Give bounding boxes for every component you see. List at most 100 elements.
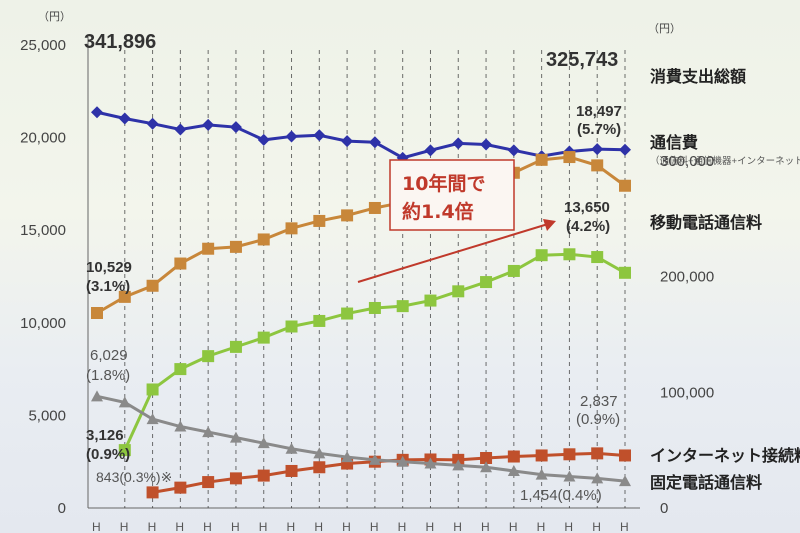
- data-point: [146, 413, 159, 425]
- annotation: (3.1%): [86, 278, 130, 295]
- data-point: [591, 159, 604, 172]
- x-tick-label: H: [537, 520, 546, 533]
- data-point: [368, 136, 381, 149]
- x-tick-label: H: [620, 520, 629, 533]
- data-point: [480, 451, 493, 464]
- x-tick-label: H: [203, 520, 212, 533]
- data-point: [480, 276, 493, 289]
- data-point: [591, 447, 604, 460]
- data-point: [563, 448, 576, 461]
- x-tick-label: H: [314, 520, 323, 533]
- data-point: [202, 118, 215, 131]
- data-point: [285, 464, 298, 477]
- data-point: [257, 331, 270, 344]
- x-tick-label: H: [342, 520, 351, 533]
- series-name: インターネット接続料: [650, 446, 800, 465]
- left-tick-label: 20,000: [20, 130, 66, 147]
- annotation: 10,529: [86, 259, 132, 276]
- data-point: [591, 472, 604, 484]
- data-point: [285, 442, 298, 454]
- x-tick-label: H: [425, 520, 434, 533]
- x-tick-label: H: [287, 520, 296, 533]
- x-tick-label: H: [120, 520, 129, 533]
- series-line-0: [96, 110, 626, 160]
- data-point: [396, 300, 409, 313]
- annotation: 6,029: [90, 347, 128, 364]
- data-point: [313, 129, 326, 142]
- series-line-4: [96, 394, 626, 483]
- annotation: (5.7%): [577, 121, 621, 138]
- data-point: [229, 431, 242, 443]
- x-tick-label: H: [592, 520, 601, 533]
- callout-box: [389, 159, 515, 231]
- data-point: [174, 257, 187, 270]
- right-tick-label: 200,000: [660, 269, 714, 286]
- x-tick-label: H: [509, 520, 518, 533]
- data-point: [424, 144, 437, 157]
- series-subtitle: （通信料+通信機器+インターネット接続料）: [650, 155, 800, 167]
- data-point: [202, 350, 215, 363]
- data-point: [424, 294, 437, 307]
- data-point: [535, 449, 548, 462]
- data-point: [563, 248, 576, 261]
- data-point: [285, 320, 298, 333]
- data-point: [368, 201, 381, 214]
- data-point: [452, 137, 465, 150]
- right-tick-label: 300,000: [660, 153, 714, 170]
- x-tick-label: H: [175, 520, 184, 533]
- data-point: [452, 285, 465, 298]
- data-point: [591, 143, 604, 156]
- data-point: [396, 455, 409, 467]
- data-point: [480, 461, 493, 473]
- left-tick-label: 10,000: [20, 315, 66, 332]
- series-name: 固定電話通信料: [650, 473, 762, 492]
- left-tick-label: 0: [58, 500, 66, 517]
- data-point: [535, 249, 548, 262]
- data-point: [563, 151, 576, 164]
- data-point: [424, 457, 437, 469]
- callout-text: 10年間で: [402, 172, 485, 195]
- x-tick-label: H: [231, 520, 240, 533]
- data-point: [341, 135, 354, 148]
- left-tick-label: 25,000: [20, 37, 66, 54]
- data-point: [313, 214, 326, 227]
- x-tick-label: H: [148, 520, 157, 533]
- data-point: [146, 279, 159, 292]
- data-point: [202, 426, 215, 438]
- x-tick-label: H: [370, 520, 379, 533]
- data-point: [313, 461, 326, 474]
- annotation: (0.9%): [86, 446, 130, 463]
- data-point: [507, 464, 520, 476]
- data-point: [619, 266, 631, 279]
- annotation: 1,454(0.4%): [520, 487, 602, 504]
- data-point: [91, 106, 103, 119]
- data-point: [480, 138, 493, 151]
- data-point: [118, 444, 131, 457]
- series-line-1: [96, 155, 626, 315]
- data-point: [257, 469, 270, 482]
- data-point: [619, 143, 631, 156]
- annotation: 341,896: [84, 31, 156, 53]
- callout-text: 約1.4倍: [402, 200, 474, 223]
- data-point: [313, 314, 326, 327]
- x-tick-label: H: [92, 520, 101, 533]
- annotation: (0.9%): [576, 411, 620, 428]
- data-point: [257, 133, 270, 146]
- annotation: 3,126: [86, 427, 124, 444]
- data-point: [91, 307, 103, 320]
- annotation: (4.2%): [566, 218, 610, 235]
- data-point: [285, 222, 298, 235]
- data-point: [146, 117, 159, 130]
- data-point: [368, 453, 381, 465]
- x-tick-label: H: [398, 520, 407, 533]
- data-point: [229, 340, 242, 353]
- data-point: [118, 290, 131, 303]
- data-point: [229, 121, 242, 134]
- data-point: [174, 123, 187, 136]
- data-point: [507, 264, 520, 277]
- x-tick-label: H: [481, 520, 490, 533]
- x-tick-label: H: [564, 520, 573, 533]
- data-point: [118, 112, 131, 125]
- annotation: (1.8%): [86, 367, 130, 384]
- annotation: 325,743: [546, 49, 618, 71]
